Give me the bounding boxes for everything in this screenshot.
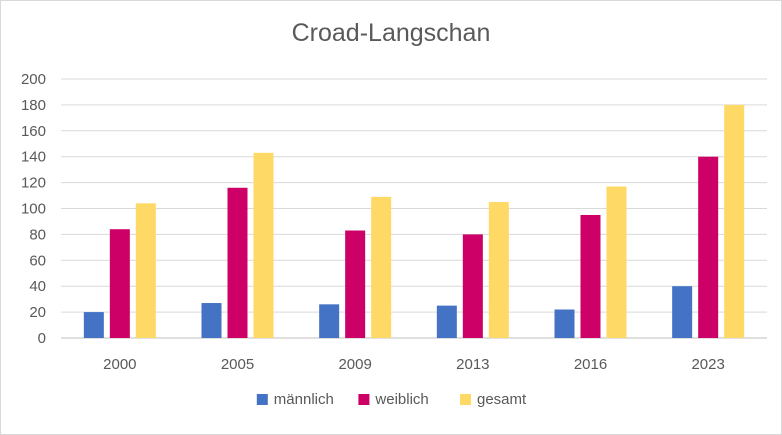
- legend-swatch: [358, 394, 370, 405]
- y-tick-label: 20: [29, 304, 46, 321]
- bar: [345, 230, 366, 338]
- bar: [580, 214, 601, 338]
- y-tick-label: 160: [21, 123, 46, 140]
- x-tick-label: 2000: [103, 356, 136, 373]
- y-tick-label: 60: [29, 252, 46, 269]
- y-tick-label: 140: [21, 149, 46, 166]
- bar: [554, 309, 575, 338]
- y-tick-label: 100: [21, 201, 46, 218]
- bar: [227, 187, 248, 338]
- legend-label: gesamt: [477, 391, 527, 408]
- y-tick-label: 40: [29, 278, 46, 295]
- bar: [436, 305, 457, 338]
- bar: [606, 186, 627, 338]
- bar: [724, 104, 745, 339]
- chart-title: Croad-Langschan: [291, 19, 491, 47]
- x-tick-label: 2023: [691, 356, 724, 373]
- bar: [109, 229, 130, 338]
- bar: [319, 304, 340, 338]
- bar: [488, 202, 509, 338]
- x-tick-label: 2005: [221, 356, 254, 373]
- x-tick-label: 2009: [338, 356, 371, 373]
- bar: [672, 286, 693, 338]
- x-tick-label: 2016: [574, 356, 607, 373]
- y-tick-label: 0: [38, 330, 46, 347]
- legend-swatch: [256, 394, 268, 405]
- bar: [371, 196, 392, 338]
- y-tick-label: 80: [29, 226, 46, 243]
- bar: [83, 312, 104, 338]
- y-tick-label: 120: [21, 175, 46, 192]
- bar: [253, 152, 274, 338]
- legend-swatch: [460, 394, 471, 405]
- y-tick-label: 180: [21, 97, 46, 114]
- y-tick-label: 200: [21, 71, 46, 88]
- legend-label: männlich: [274, 391, 334, 408]
- legend-label: weiblich: [374, 391, 428, 408]
- x-tick-label: 2013: [456, 356, 489, 373]
- bar: [201, 303, 222, 338]
- bar: [462, 234, 483, 338]
- bar: [698, 156, 719, 338]
- bar: [135, 203, 156, 338]
